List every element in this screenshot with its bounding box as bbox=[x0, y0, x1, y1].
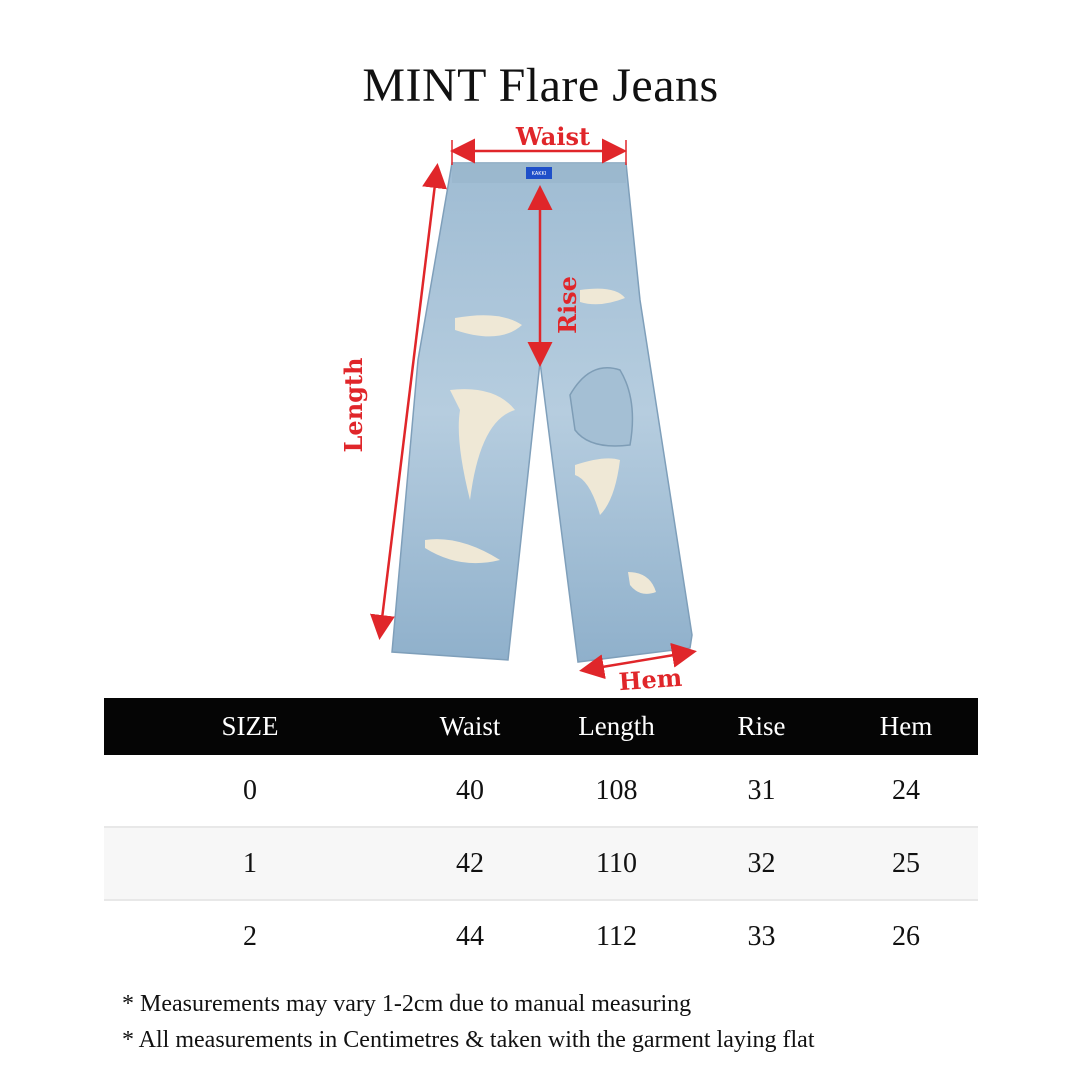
hem-arrow bbox=[579, 642, 697, 680]
page-title: MINT Flare Jeans bbox=[362, 59, 719, 112]
cell-length: 112 bbox=[596, 920, 637, 952]
cell-waist: 44 bbox=[456, 920, 484, 952]
hem-label: Hem bbox=[618, 663, 683, 696]
cell-hem: 25 bbox=[892, 847, 920, 879]
notes: * Measurements may vary 1-2cm due to man… bbox=[122, 986, 815, 1058]
cell-rise: 33 bbox=[747, 920, 776, 952]
brand-tag-text: KAKKI bbox=[532, 171, 547, 177]
waist-label: Waist bbox=[515, 122, 590, 151]
table-row: 2 44 112 33 26 bbox=[104, 901, 978, 972]
cell-hem: 24 bbox=[892, 774, 920, 806]
cell-rise: 31 bbox=[747, 774, 776, 806]
header-size: SIZE bbox=[221, 711, 279, 741]
jeans-image: KAKKI bbox=[391, 162, 693, 663]
table-row: 1 42 110 32 25 bbox=[104, 828, 978, 901]
cell-length: 108 bbox=[595, 774, 638, 806]
note-units: * All measurements in Centimetres & take… bbox=[122, 1027, 815, 1053]
rise-label: Rise bbox=[553, 276, 582, 334]
cell-waist: 40 bbox=[456, 774, 484, 806]
length-arrow bbox=[370, 163, 447, 640]
cell-hem: 26 bbox=[892, 920, 920, 952]
cell-length: 110 bbox=[596, 847, 637, 879]
jeans-diagram: KAKKI Waist Rise Length Hem bbox=[339, 122, 697, 696]
cell-waist: 42 bbox=[456, 847, 484, 879]
brand-tag bbox=[526, 167, 552, 179]
cell-size: 2 bbox=[243, 920, 257, 952]
header-rise: Rise bbox=[737, 711, 786, 741]
header-hem: Hem bbox=[879, 711, 933, 741]
cell-size: 1 bbox=[243, 847, 257, 879]
size-table: SIZE Waist Length Rise Hem 0 40 108 31 2… bbox=[104, 698, 978, 972]
note-measurement-variance: * Measurements may vary 1-2cm due to man… bbox=[122, 991, 692, 1017]
header-waist: Waist bbox=[439, 711, 501, 741]
length-label: Length bbox=[339, 358, 368, 453]
table-header: SIZE Waist Length Rise Hem bbox=[104, 698, 978, 755]
header-length: Length bbox=[578, 711, 655, 741]
table-row: 0 40 108 31 24 bbox=[104, 755, 978, 828]
cell-size: 0 bbox=[243, 774, 257, 806]
cell-rise: 32 bbox=[747, 847, 776, 879]
